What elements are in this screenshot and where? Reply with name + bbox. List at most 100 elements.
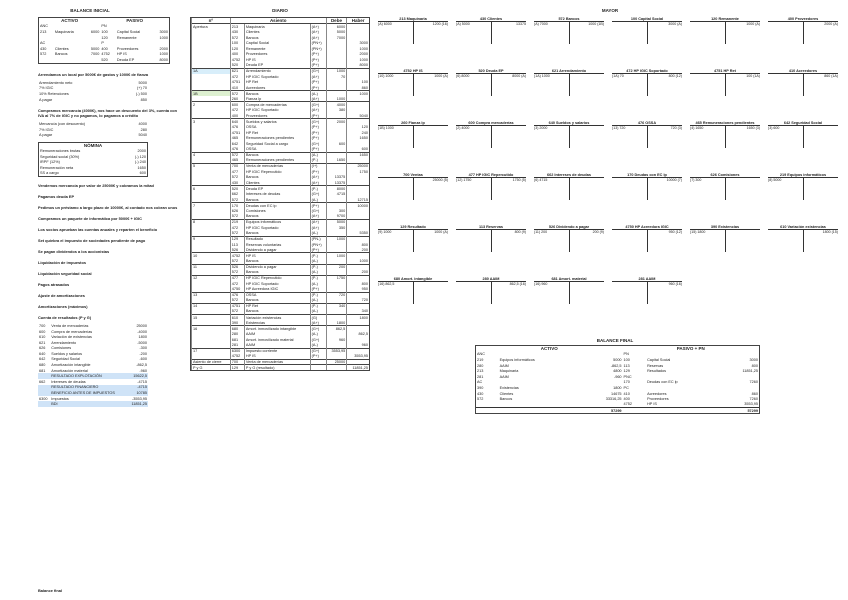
pyg-row: RESULTADO EXPLOTACIÓN 15622,5 xyxy=(38,373,148,380)
cell: 390 xyxy=(477,385,484,390)
t-haber: 3000 (A) xyxy=(668,22,682,26)
cell xyxy=(309,358,327,365)
cell xyxy=(346,347,369,354)
t-debe: (1A) 70 xyxy=(612,74,648,96)
t-debe xyxy=(456,230,492,252)
cell: 477 xyxy=(229,274,245,281)
t-account-body: 1800 (15) xyxy=(768,230,838,252)
t-account-title: 572 Bancos xyxy=(534,17,604,22)
calc-row: A pagar 850 xyxy=(38,97,148,103)
cell: Arrendamiento xyxy=(51,340,77,345)
cell: 572 xyxy=(229,308,245,315)
t-account-title: 219 Equipos informáticos xyxy=(768,173,838,178)
t-account-body: (7) 300 xyxy=(690,178,760,200)
pasivo-header: PASIVO xyxy=(126,18,144,24)
cell: 680 xyxy=(229,325,245,332)
cell: (A+) xyxy=(309,29,327,35)
cell xyxy=(191,269,231,276)
cell xyxy=(346,101,369,108)
cell: (P+) xyxy=(309,146,327,153)
cell: -200 xyxy=(139,351,147,356)
notes-panel: Arrendamos un local por 5000€ de gastos … xyxy=(38,66,183,408)
t-account: 680 Amort. intangible (16) 862,5 xyxy=(378,277,448,304)
cell: Seguridad Social a cargo xyxy=(243,141,311,147)
cell: 600 xyxy=(346,146,369,153)
cell xyxy=(191,135,231,142)
cell: RESULTADO EXPLOTACIÓN xyxy=(50,373,128,380)
cell: HP IGIC Repercutido xyxy=(243,169,311,175)
cell: 33316,25 xyxy=(605,397,622,402)
cell: (A-) xyxy=(309,280,327,287)
cell: HP IGIC Soportado xyxy=(243,107,311,114)
cell: 1000 xyxy=(346,57,369,63)
cell: 129 xyxy=(623,369,630,374)
cell: 200 xyxy=(325,263,347,270)
pyg-row: BDI 11851,25 xyxy=(38,401,148,408)
cell: (A+) xyxy=(309,213,327,220)
cell: -4000 xyxy=(137,329,147,334)
cell: (P+) xyxy=(309,113,327,119)
t-account-body: (1B) 1000 xyxy=(378,126,448,148)
cell: 11851,25 xyxy=(742,369,758,374)
t-account-title: 260 Fianza lp xyxy=(378,121,448,126)
t-account-body: 10000 (7) xyxy=(612,178,682,200)
cell xyxy=(191,224,231,231)
calc-row: A pagar 5040 xyxy=(38,133,148,139)
cell: Maquinaria xyxy=(499,369,519,374)
t-debe: (A) 5000 xyxy=(456,22,492,44)
journal-row: 4752 HP IS (P+) 1000 xyxy=(191,57,369,63)
cell: 410 xyxy=(229,85,245,91)
cell xyxy=(346,23,369,30)
t-debe xyxy=(768,230,804,252)
cell: Remanente xyxy=(243,45,311,52)
t-haber xyxy=(570,74,605,96)
cell: 5000 xyxy=(325,218,347,225)
t-haber xyxy=(726,230,761,252)
cell: Seguridad Social xyxy=(51,357,80,362)
cell xyxy=(325,353,347,360)
cell: (P-) xyxy=(309,157,327,164)
table-row: 520 Deuda EP 8000 xyxy=(39,57,169,63)
cell xyxy=(191,342,231,349)
journal-row: 572 Bancos (A+) 7000 xyxy=(191,34,369,41)
cell xyxy=(191,213,231,220)
cell: 642 xyxy=(229,141,245,147)
cell: 1750 xyxy=(346,169,369,175)
cell: (G) xyxy=(309,314,327,321)
cell: 8000 xyxy=(325,185,347,192)
cell: Dividendo a pagar xyxy=(243,263,311,270)
cell xyxy=(325,162,347,170)
note-text: Vendemos mercancía por valor de 25000€ y… xyxy=(38,183,154,189)
cell: 1800 xyxy=(138,335,147,340)
journal-row: 400 Proveedores (P+) 5040 xyxy=(191,113,369,119)
cell: Maquinaria xyxy=(54,29,74,34)
cell xyxy=(325,331,347,337)
t-account-title: 390 Existencias xyxy=(690,225,760,230)
calc-row: 7% IGIC (+) 70 xyxy=(38,86,148,92)
cell xyxy=(346,34,369,41)
t-debe: (3) 2000 xyxy=(534,126,570,148)
cell: 7260 xyxy=(749,397,758,402)
cell: (G+) xyxy=(309,191,327,197)
cell xyxy=(325,247,347,253)
cell: -300 xyxy=(139,346,147,351)
col-debe: Debe xyxy=(325,18,347,24)
cell: 4752 xyxy=(101,52,110,57)
t-account-body: (15) 1800 xyxy=(690,230,760,252)
table-row: 430 Clientes 14675 410 Acreedores 860 xyxy=(476,391,759,397)
t-account: 281 AAIM 960 (16) xyxy=(612,277,682,304)
t-haber: 1200 (16) xyxy=(432,22,448,26)
cell xyxy=(191,45,231,52)
cell: 380 xyxy=(325,107,347,114)
journal-row: 16 680 Amort. inmovilizado intangible (G+) 8… xyxy=(191,325,369,332)
cell xyxy=(346,213,369,220)
cell: -960 xyxy=(613,374,622,379)
cell: RESULTADO FINANCIERO xyxy=(50,384,128,391)
cell: 8000 xyxy=(159,57,168,62)
cell: (G+) xyxy=(309,208,327,214)
cell xyxy=(346,291,369,298)
cell: 25000 xyxy=(136,323,147,328)
cell: (A-) xyxy=(309,197,327,203)
nomina-row: Seguridad social (30%) (-) 120 xyxy=(39,154,147,160)
cell: 100 xyxy=(623,357,630,362)
